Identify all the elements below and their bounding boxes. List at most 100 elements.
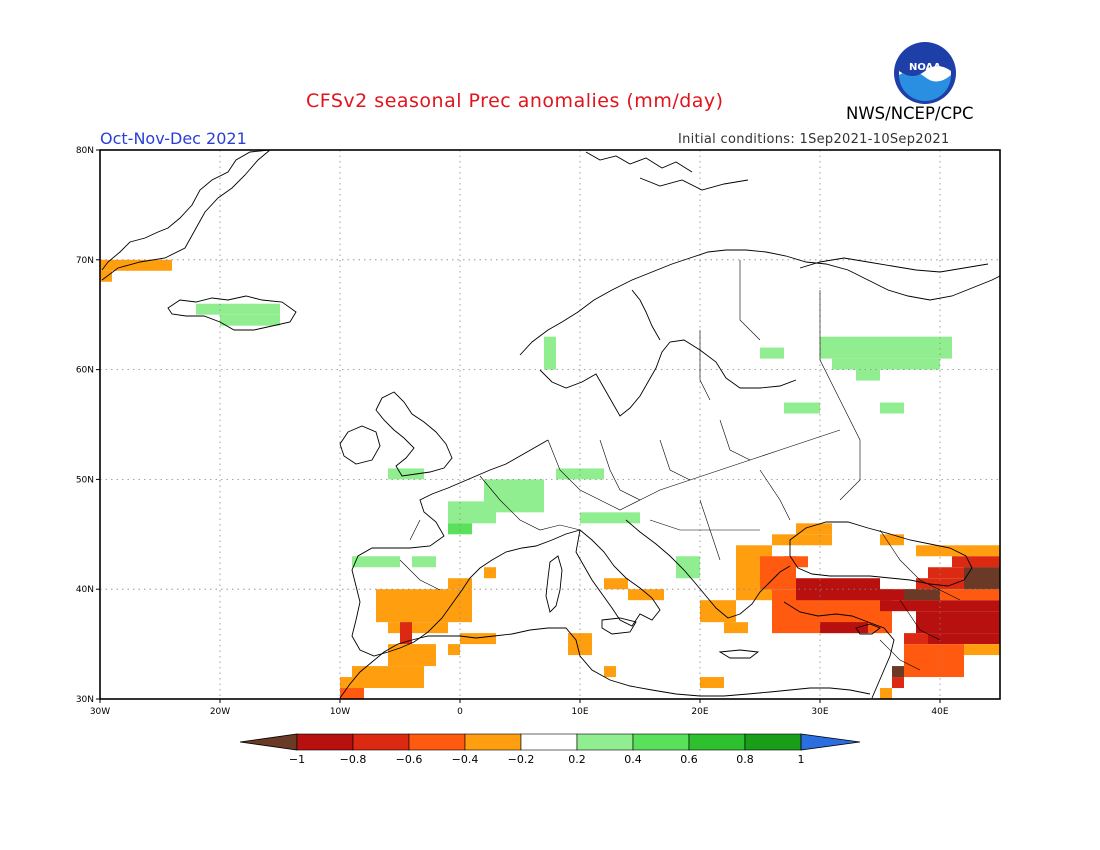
anomaly-cell	[760, 347, 784, 359]
anomaly-cell	[772, 534, 832, 546]
legend-label: −1	[289, 753, 305, 766]
coast-cyprus	[855, 623, 881, 635]
legend-label: 0.4	[624, 753, 642, 766]
anomaly-cell	[448, 501, 496, 524]
anomaly-cell	[400, 622, 412, 645]
anomaly-cell	[100, 270, 112, 282]
coast-britain	[375, 391, 453, 477]
lon-tick-label: 20E	[691, 707, 708, 717]
season-label: Oct-Nov-Dec 2021	[100, 129, 247, 148]
anomaly-cell	[628, 589, 664, 601]
legend-swatch	[464, 733, 522, 751]
map-grid	[100, 150, 1000, 699]
anomaly-cell	[580, 512, 640, 524]
anomaly-cell	[700, 677, 724, 689]
anomaly-cell	[460, 633, 496, 645]
coast-arctic-russia	[639, 177, 989, 273]
coast-balkans	[625, 519, 791, 619]
anomaly-cell	[724, 622, 748, 634]
anomaly-cell	[220, 314, 280, 326]
legend-label: −0.2	[508, 753, 535, 766]
legend-label: 0.2	[568, 753, 586, 766]
anomaly-cell	[544, 336, 556, 370]
lat-tick-label: 80N	[76, 146, 94, 156]
coast-italy	[575, 529, 661, 627]
anomaly-cell	[196, 303, 280, 315]
legend-label: 0.6	[680, 753, 698, 766]
anomaly-cell	[388, 622, 448, 634]
coast-svalbard	[585, 151, 693, 173]
latitude-tick-labels: 30N 40N 50N 60N 70N 80N	[76, 146, 100, 705]
anomaly-cell	[448, 523, 472, 535]
lat-tick-label: 40N	[76, 585, 94, 595]
legend-swatch	[576, 733, 634, 751]
anomaly-cell	[388, 468, 424, 480]
anomaly-cell	[448, 644, 460, 656]
noaa-logo-text: NOAA	[909, 62, 941, 73]
anomaly-cell	[928, 633, 1000, 645]
anomaly-cell	[604, 578, 628, 590]
legend-label: 1	[798, 753, 805, 766]
initial-conditions-label: Initial conditions: 1Sep2021-10Sep2021	[678, 132, 950, 147]
agency-label: NWS/NCEP/CPC	[846, 104, 974, 123]
anomaly-cell	[484, 567, 496, 579]
anomaly-cell	[448, 578, 472, 590]
anomaly-cell	[796, 523, 832, 535]
anomaly-cell	[856, 369, 880, 381]
legend-swatch	[632, 733, 690, 751]
coast-corsica-sardinia	[545, 555, 563, 613]
coast-north-africa	[339, 627, 871, 699]
lon-tick-label: 30W	[90, 707, 110, 717]
lon-tick-label: 0	[457, 707, 463, 717]
anomaly-cell	[604, 666, 616, 678]
anomaly-cell	[880, 688, 892, 699]
anomaly-cell	[340, 688, 364, 699]
coast-greenland	[101, 149, 272, 281]
coastlines	[101, 149, 1001, 699]
anomaly-cell	[820, 622, 868, 634]
lat-tick-label: 30N	[76, 695, 94, 705]
lat-tick-label: 70N	[76, 256, 94, 266]
anomaly-cell	[376, 589, 472, 623]
coast-ireland	[339, 425, 381, 465]
legend-swatch	[296, 733, 354, 751]
anomaly-cell	[676, 556, 700, 579]
anomaly-cell	[904, 589, 940, 601]
noaa-logo-icon: NOAA	[894, 42, 956, 104]
country-borders	[399, 260, 961, 671]
anomaly-cell	[100, 259, 172, 271]
anomaly-cell	[952, 556, 1000, 568]
anomaly-cell	[880, 534, 904, 546]
anomaly-cell	[892, 677, 904, 689]
anomaly-cell	[700, 600, 736, 623]
anomaly-cell	[904, 644, 964, 678]
coast-turkey-levant	[783, 601, 895, 699]
anomaly-cells	[100, 259, 1000, 699]
legend-swatch	[688, 733, 746, 751]
anomaly-cell	[784, 402, 820, 414]
anomaly-cell	[892, 666, 904, 678]
legend-swatch	[352, 733, 410, 751]
coast-scandinavia	[519, 249, 1001, 417]
legend-arrow-high	[800, 733, 861, 751]
lon-tick-label: 10W	[330, 707, 350, 717]
anomaly-cell	[964, 567, 1000, 590]
legend-label: −0.8	[340, 753, 367, 766]
anomaly-cell	[568, 633, 592, 656]
anomaly-cell	[940, 589, 1000, 601]
map-frame	[99, 149, 1001, 700]
legend-swatch	[408, 733, 466, 751]
anomaly-cell	[412, 556, 436, 568]
anomaly-cell	[556, 468, 604, 480]
anomaly-cell	[832, 358, 940, 370]
anomaly-cell	[916, 611, 1000, 634]
legend-swatch	[744, 733, 802, 751]
lat-tick-label: 60N	[76, 366, 94, 376]
lat-tick-label: 50N	[76, 475, 94, 485]
anomaly-cell	[352, 556, 400, 568]
anomaly-cell	[904, 633, 928, 645]
anomaly-cell	[916, 578, 1000, 590]
lon-tick-label: 10E	[571, 707, 588, 717]
lon-tick-label: 20W	[210, 707, 230, 717]
coast-black-sea	[789, 521, 973, 587]
